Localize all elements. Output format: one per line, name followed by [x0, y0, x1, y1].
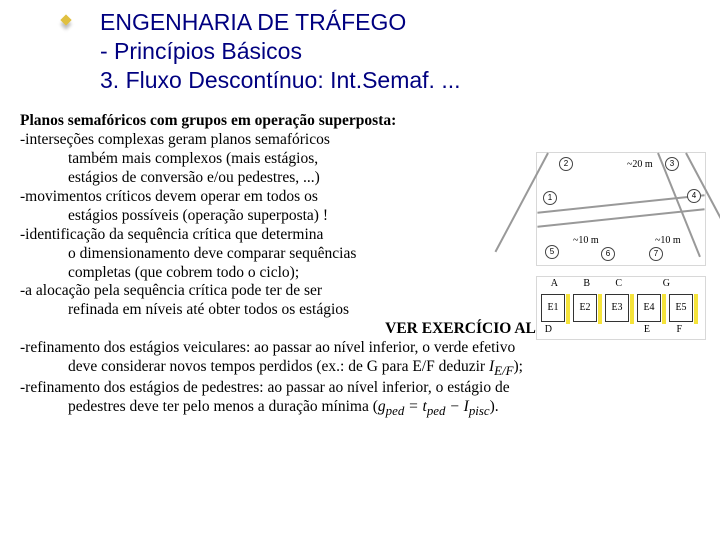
item-1-lead: -interseções complexas geram planos sema… [20, 131, 700, 150]
title-bullet [60, 14, 71, 25]
node-6: 6 [601, 247, 615, 261]
stage-E2: E2 [573, 294, 597, 322]
bottom-label-D: D [545, 324, 552, 335]
refine-1-cont-b: ); [514, 358, 523, 375]
bottom-label-F: F [676, 324, 682, 335]
bottom-label-E: E [644, 324, 650, 335]
sep-bar-4 [662, 294, 666, 324]
sep-bar-5 [694, 294, 698, 324]
node-7: 7 [649, 247, 663, 261]
node-5: 5 [545, 245, 559, 259]
top-label-G: G [663, 278, 670, 289]
node-4: 4 [687, 189, 701, 203]
title-line-2: - Princípios Básicos [100, 37, 700, 66]
refine-1-cont-a: deve considerar novos tempos perdidos (e… [68, 358, 489, 375]
dist-label-1: ~10 m [573, 235, 599, 246]
intersection-diagram: 1 2 3 4 5 6 7 ~20 m ~10 m ~10 m [536, 152, 706, 266]
node-1: 1 [543, 191, 557, 205]
refine-2-cont: pedestres deve ter pelo menos a duração … [20, 398, 700, 419]
formula-1: IE/F [489, 358, 514, 375]
stage-E5: E5 [669, 294, 693, 322]
stage-E3: E3 [605, 294, 629, 322]
top-label-B: B [583, 278, 590, 289]
node-2: 2 [559, 157, 573, 171]
title-block: ENGENHARIA DE TRÁFEGO - Princípios Básic… [100, 8, 700, 94]
refine-2-cont-a: pedestres deve ter pelo menos a duração … [68, 398, 378, 415]
sep-bar-1 [566, 294, 570, 324]
sep-bar-2 [598, 294, 602, 324]
sep-bar-3 [630, 294, 634, 324]
refine-2-lead: -refinamento dos estágios de pedestres: … [20, 379, 700, 398]
title-line-3: 3. Fluxo Descontínuo: Int.Semaf. ... [100, 66, 700, 95]
top-label-A: A [551, 278, 558, 289]
refine-1-lead: -refinamento dos estágios veiculares: ao… [20, 339, 700, 358]
section-heading: Planos semafóricos com grupos em operaçã… [20, 112, 700, 131]
refine-2-cont-b: ). [490, 398, 499, 415]
title-line-1: ENGENHARIA DE TRÁFEGO [100, 8, 700, 37]
stage-E1: E1 [541, 294, 565, 322]
stage-E4: E4 [637, 294, 661, 322]
top-label-C: C [615, 278, 622, 289]
dist-label-3: ~20 m [627, 159, 653, 170]
dist-label-2: ~10 m [655, 235, 681, 246]
node-3: 3 [665, 157, 679, 171]
formula-2: gped = tped − Ipisc [378, 398, 490, 415]
refine-1-cont: deve considerar novos tempos perdidos (e… [20, 358, 700, 379]
